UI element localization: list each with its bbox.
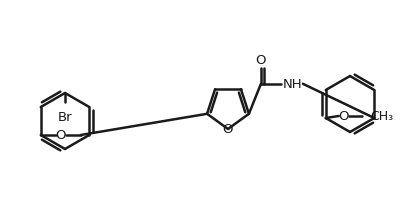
Text: O: O: [56, 129, 66, 142]
Text: CH₃: CH₃: [370, 110, 393, 123]
Text: NH: NH: [283, 78, 303, 91]
Text: O: O: [256, 54, 266, 67]
Text: O: O: [223, 123, 233, 136]
Text: O: O: [339, 110, 349, 123]
Text: Br: Br: [58, 110, 73, 123]
